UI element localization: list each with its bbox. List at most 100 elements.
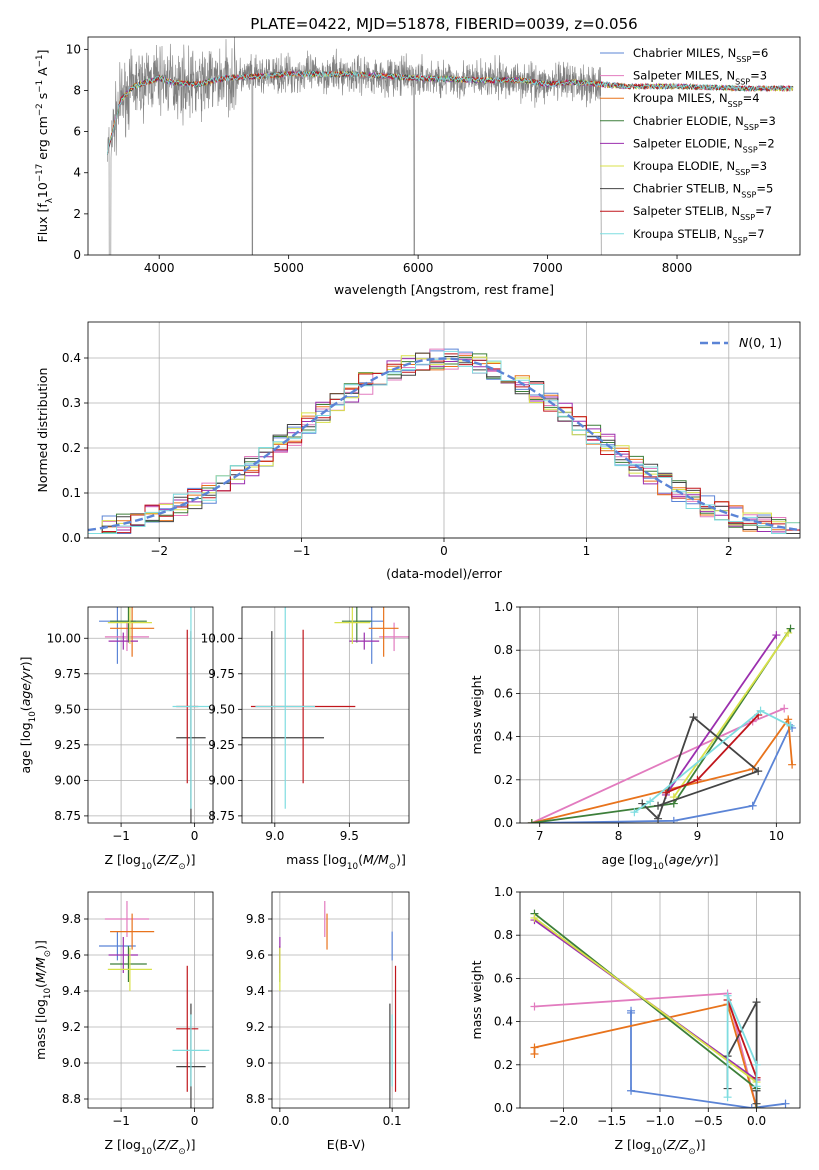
series-marker bbox=[781, 1099, 790, 1108]
series-chabrier-miles bbox=[527, 721, 797, 823]
y-tick-label: 10.00 bbox=[201, 631, 235, 645]
y-tick-label: 8.75 bbox=[54, 809, 81, 823]
errorbar-kroupa-miles bbox=[368, 607, 399, 657]
series-line bbox=[531, 628, 792, 823]
y-axis-label: mass [log10(M/M⊙)] bbox=[33, 940, 53, 1060]
axes-age_vs_mass: 9.0 9.5 8.75 9.00 9.25 9.50 9.75 10.00 mass [log… bbox=[201, 606, 410, 872]
legend-entry: Chabrier ELODIE, NSSP=3 bbox=[633, 114, 776, 132]
axes-frame bbox=[519, 606, 801, 824]
series-chabrier-stelib bbox=[638, 713, 763, 823]
x-tick-label: −1 bbox=[112, 1114, 130, 1128]
y-tick-label: 0.6 bbox=[494, 686, 513, 700]
x-tick-label: −1 bbox=[112, 829, 130, 843]
series-marker bbox=[788, 760, 797, 769]
series-kroupa-elodie bbox=[669, 628, 793, 802]
y-tick-label: 9.4 bbox=[62, 984, 81, 998]
y-tick-label: 9.25 bbox=[208, 738, 235, 752]
plot-area bbox=[279, 901, 397, 1108]
errorbar-salpeter-elodie bbox=[108, 632, 138, 650]
legend-entry: Salpeter STELIB, NSSP=7 bbox=[633, 204, 772, 222]
axes-frame bbox=[241, 606, 410, 824]
axes-weight_vs_Z: −2.0 −1.5 −1.0 −0.5 0.0 0.0 0.2 0.4 0.6 0.8 1.0 Z [… bbox=[469, 885, 801, 1157]
axes-frame bbox=[87, 891, 214, 1109]
errorbar-kroupa-elodie bbox=[334, 607, 371, 644]
y-tick-label: 2 bbox=[73, 207, 81, 221]
errorbar-kroupa-miles bbox=[110, 607, 155, 657]
x-tick-label: 1 bbox=[583, 544, 591, 558]
series-marker bbox=[669, 816, 678, 823]
y-tick-label: 0.8 bbox=[494, 928, 513, 942]
y-tick-label: 0.6 bbox=[494, 971, 513, 985]
y-tick-label: 9.6 bbox=[62, 948, 81, 962]
x-axis-label: Z [log10(Z/Z⊙)] bbox=[615, 1137, 706, 1157]
hist-kroupa-stelib bbox=[88, 350, 800, 534]
series-marker bbox=[752, 1099, 761, 1108]
x-tick-label: 0.1 bbox=[383, 1114, 402, 1128]
x-tick-label: 8 bbox=[615, 829, 623, 843]
x-tick-label: 10 bbox=[769, 829, 784, 843]
series-line bbox=[633, 709, 791, 813]
series-line bbox=[673, 632, 789, 798]
series-marker bbox=[784, 628, 793, 637]
x-tick-label: 7000 bbox=[532, 261, 563, 275]
y-tick-label: 0 bbox=[73, 248, 81, 262]
y-tick-label: 8.8 bbox=[246, 1092, 265, 1106]
axes-spectrum: 4000 5000 6000 7000 8000 0 2 4 6 8 10 Chabrier MILE… bbox=[35, 36, 801, 297]
y-tick-label: 9.0 bbox=[246, 1056, 265, 1070]
series-marker bbox=[786, 721, 795, 730]
x-axis-label: mass [log10(M/M⊙)] bbox=[286, 852, 406, 872]
y-tick-label: 9.4 bbox=[246, 984, 265, 998]
series-marker bbox=[784, 715, 793, 724]
plot-area bbox=[88, 348, 800, 534]
series-marker bbox=[723, 1093, 732, 1102]
series-line bbox=[531, 716, 793, 823]
series-marker bbox=[780, 704, 789, 713]
series-marker bbox=[748, 801, 757, 810]
y-axis-label: mass weight bbox=[469, 960, 484, 1039]
series-marker bbox=[752, 998, 761, 1007]
y-tick-label: 8.75 bbox=[208, 809, 235, 823]
x-tick-label: 4000 bbox=[144, 261, 175, 275]
y-tick-label: 4 bbox=[73, 166, 81, 180]
x-tick-label: 0.0 bbox=[270, 1114, 289, 1128]
legend-entry: Salpeter MILES, NSSP=3 bbox=[633, 69, 767, 87]
errorbar-kroupa-stelib bbox=[172, 1014, 210, 1087]
y-tick-label: 6 bbox=[73, 125, 81, 139]
series-marker bbox=[530, 913, 539, 922]
x-tick-label: 9.0 bbox=[265, 829, 284, 843]
series-marker bbox=[530, 1002, 539, 1011]
y-tick-label: 0.4 bbox=[494, 730, 513, 744]
y-tick-label: 9.00 bbox=[54, 773, 81, 787]
y-tick-label: 1.0 bbox=[494, 600, 513, 614]
series-chabrier-miles bbox=[627, 1006, 790, 1108]
plot-area bbox=[99, 607, 210, 823]
x-tick-label: −0.5 bbox=[694, 1114, 723, 1128]
legend-entry: Chabrier STELIB, NSSP=5 bbox=[633, 182, 773, 200]
series-marker bbox=[754, 767, 763, 776]
x-axis-label: Z [log10(Z/Z⊙)] bbox=[105, 852, 196, 872]
y-tick-label: 9.6 bbox=[246, 948, 265, 962]
x-tick-label: −2 bbox=[150, 544, 168, 558]
axes-frame bbox=[87, 606, 214, 824]
errorbar-chabrier-elodie bbox=[110, 946, 147, 982]
y-tick-label: 0.0 bbox=[494, 816, 513, 830]
legend-entry: Kroupa STELIB, NSSP=7 bbox=[633, 227, 765, 245]
series-marker bbox=[786, 624, 795, 633]
y-tick-label: 9.75 bbox=[54, 667, 81, 681]
series-salpeter-elodie bbox=[661, 631, 781, 799]
errorbar-kroupa-stelib bbox=[172, 607, 210, 809]
x-tick-label: 8000 bbox=[662, 261, 693, 275]
legend-entry: N(0, 1) bbox=[739, 335, 782, 350]
plot-area bbox=[107, 37, 794, 255]
series-line bbox=[665, 634, 778, 796]
legend: Chabrier MILES, NSSP=6 Salpeter MILES, NS… bbox=[600, 46, 776, 244]
legend-entry: Salpeter ELODIE, NSSP=2 bbox=[633, 136, 775, 154]
y-tick-label: 1.0 bbox=[494, 885, 513, 899]
x-tick-label: 5000 bbox=[273, 261, 304, 275]
errorbar-salpeter-miles bbox=[104, 622, 150, 652]
series-marker bbox=[747, 1104, 756, 1108]
y-tick-label: 0.3 bbox=[62, 396, 81, 410]
y-axis-label: mass weight bbox=[469, 675, 484, 754]
y-tick-label: 0.1 bbox=[62, 486, 81, 500]
